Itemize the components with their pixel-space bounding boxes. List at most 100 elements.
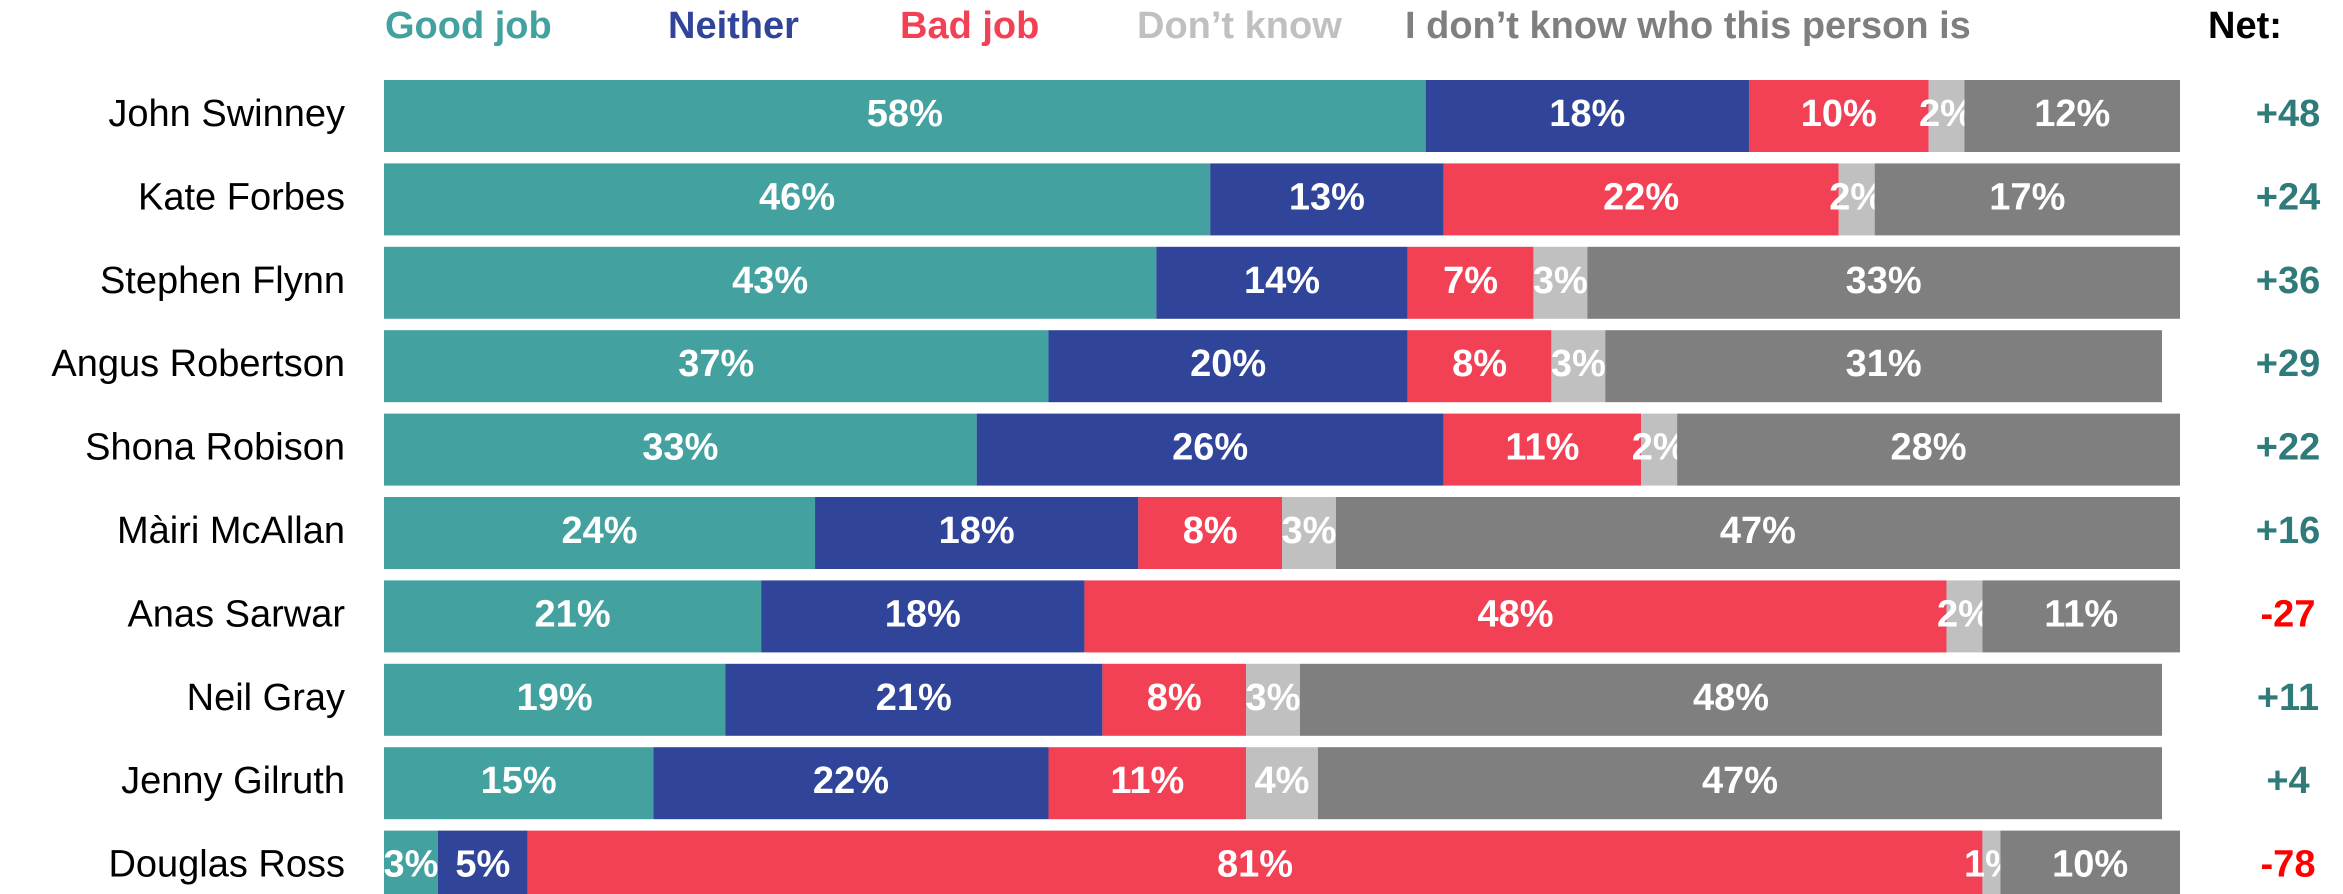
- bar-segment: [384, 330, 1049, 403]
- value-label: 8%: [1147, 677, 1202, 719]
- bar-segment: [437, 830, 528, 894]
- bar-segment: [384, 497, 816, 569]
- legend-label: Don’t know: [1137, 5, 1342, 47]
- bar-segment: [1874, 163, 2180, 236]
- value-label: 3%: [1281, 510, 1336, 552]
- value-label: 3%: [383, 844, 438, 886]
- value-label: 18%: [885, 593, 961, 635]
- value-label: 19%: [517, 677, 593, 719]
- net-label: +11: [2257, 677, 2319, 719]
- legend-label: I don’t know who this person is: [1405, 5, 1971, 47]
- value-label: 3%: [1246, 677, 1301, 719]
- value-label: 43%: [732, 260, 808, 302]
- category-label: Angus Robertson: [51, 343, 345, 385]
- value-label: 5%: [455, 844, 510, 886]
- net-label: +4: [2266, 760, 2309, 802]
- bar-segment: [1048, 330, 1408, 403]
- value-label: 17%: [1989, 176, 2065, 218]
- net-label: +22: [2256, 427, 2320, 469]
- legend-label: Good job: [385, 5, 552, 47]
- value-label: 10%: [2052, 844, 2128, 886]
- bar-segment: [1982, 830, 2001, 894]
- net-label: +36: [2256, 260, 2320, 302]
- value-label: 28%: [1891, 427, 1967, 469]
- bar-segment: [1677, 413, 2180, 486]
- bar-segment: [384, 80, 1426, 152]
- value-label: 18%: [1549, 93, 1625, 135]
- category-label: Shona Robison: [85, 427, 345, 469]
- bar-segment: [384, 747, 654, 820]
- value-label: 3%: [1533, 260, 1588, 302]
- bar-segment: [1407, 246, 1534, 319]
- bar-segment: [1587, 246, 2180, 319]
- bar-segment: [1246, 747, 1318, 820]
- value-label: 21%: [535, 593, 611, 635]
- value-label: 33%: [1846, 260, 1922, 302]
- bar-segment: [1299, 663, 2163, 736]
- value-label: 81%: [1217, 844, 1293, 886]
- category-label: Douglas Ross: [108, 844, 345, 886]
- value-label: 22%: [813, 760, 889, 802]
- bar-segment: [1407, 330, 1552, 403]
- value-label: 10%: [1801, 93, 1877, 135]
- category-label: Anas Sarwar: [127, 593, 345, 635]
- value-label: 46%: [759, 176, 835, 218]
- value-label: 11%: [1505, 427, 1579, 469]
- bar-segment: [1335, 497, 2180, 569]
- legend-label: Neither: [668, 5, 799, 47]
- legend-label: Bad job: [900, 5, 1039, 47]
- bar-segment: [1210, 163, 1444, 236]
- value-label: 12%: [2034, 93, 2110, 135]
- bar-segment: [384, 413, 977, 486]
- value-label: 18%: [939, 510, 1015, 552]
- bar-segment: [815, 497, 1139, 569]
- value-label: 7%: [1443, 260, 1498, 302]
- value-label: 26%: [1172, 427, 1248, 469]
- bar-segment: [1982, 580, 2180, 653]
- category-label: John Swinney: [108, 93, 345, 135]
- bar-segment: [1102, 663, 1247, 736]
- bar-segment: [1443, 413, 1642, 486]
- bar-segment: [1443, 163, 1839, 236]
- net-label: +29: [2256, 343, 2320, 385]
- value-label: 15%: [481, 760, 557, 802]
- bar-segment: [1246, 663, 1300, 736]
- net-label: -78: [2261, 844, 2316, 886]
- net-label: +16: [2256, 510, 2320, 552]
- bar-segment: [1048, 747, 1247, 820]
- bar-segment: [1425, 80, 1749, 152]
- value-label: 37%: [678, 343, 754, 385]
- value-label: 48%: [1693, 677, 1769, 719]
- bar-segment: [653, 747, 1049, 820]
- value-label: 21%: [876, 677, 952, 719]
- value-label: 47%: [1702, 760, 1778, 802]
- bar-segment: [1084, 580, 1947, 653]
- bar-segment: [1282, 497, 1336, 569]
- bar-segment: [527, 830, 1983, 894]
- net-label: -27: [2261, 593, 2316, 635]
- value-label: 11%: [1110, 760, 1184, 802]
- bar-segment: [1748, 80, 1929, 152]
- bar-segment: [384, 663, 726, 736]
- bar-segment: [1605, 330, 2163, 403]
- bar-segment: [761, 580, 1085, 653]
- bar-segment: [1641, 413, 1678, 486]
- category-label: Stephen Flynn: [100, 260, 345, 302]
- value-label: 8%: [1452, 343, 1507, 385]
- value-label: 13%: [1289, 176, 1365, 218]
- bar-segment: [1551, 330, 1606, 403]
- category-label: Kate Forbes: [138, 176, 345, 218]
- net-title: Net:: [2208, 5, 2282, 47]
- bar-segment: [1138, 497, 1282, 569]
- net-label: +24: [2256, 176, 2320, 218]
- value-label: 58%: [867, 93, 943, 135]
- net-label: +48: [2256, 93, 2320, 135]
- value-label: 48%: [1477, 593, 1553, 635]
- value-label: 3%: [1551, 343, 1606, 385]
- bar-segment: [1928, 80, 1965, 152]
- bar-segment: [1946, 580, 1983, 653]
- category-label: Neil Gray: [187, 677, 345, 719]
- bar-segment: [384, 246, 1157, 319]
- bar-segment: [1838, 163, 1875, 236]
